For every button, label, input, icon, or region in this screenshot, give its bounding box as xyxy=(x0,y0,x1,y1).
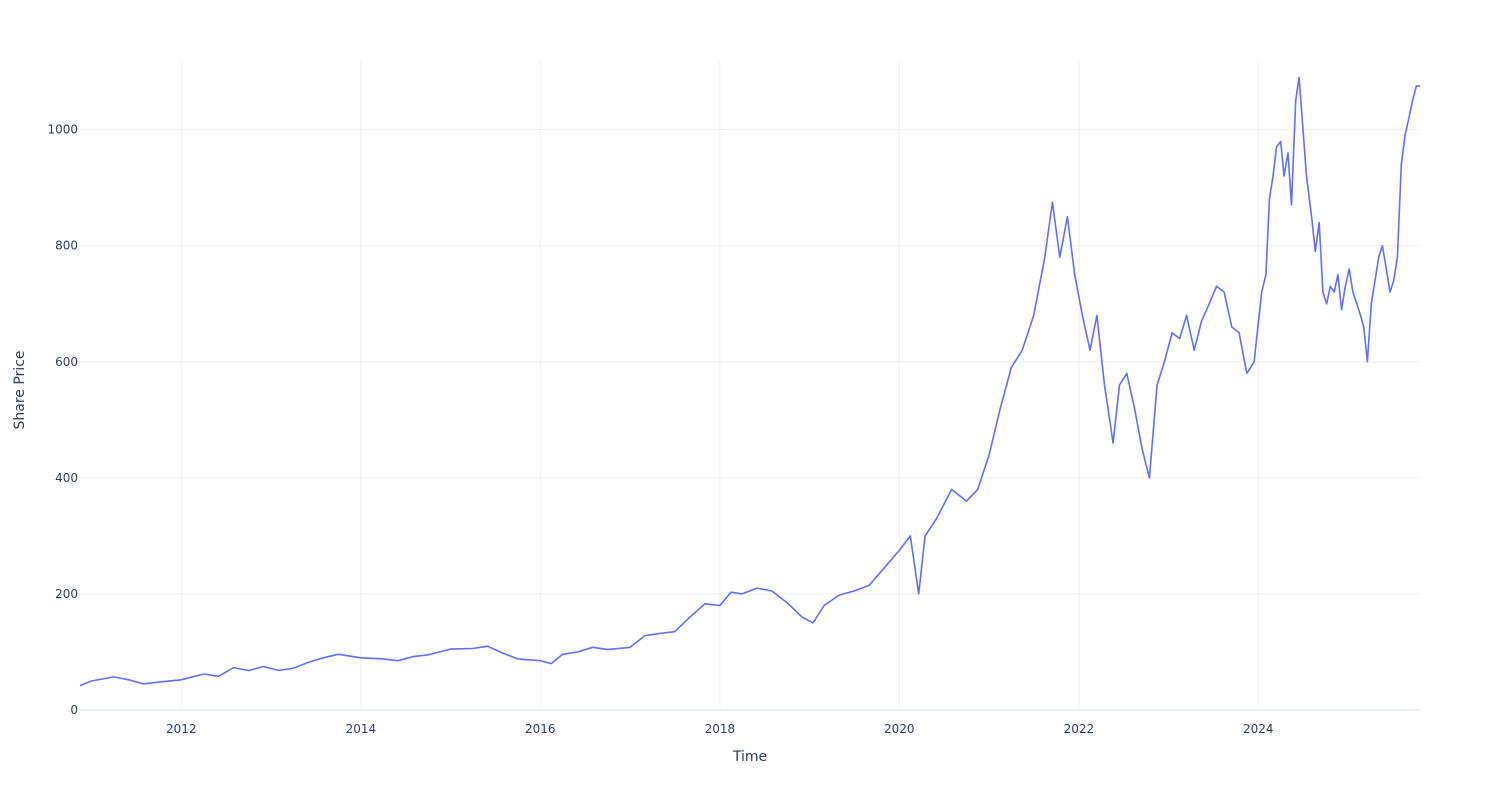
y-tick-label: 800 xyxy=(55,239,78,253)
y-tick-label: 600 xyxy=(55,355,78,369)
y-gridlines xyxy=(80,129,1420,711)
y-tick-label: 400 xyxy=(55,471,78,485)
series-layer xyxy=(79,76,1420,687)
x-tick-label: 2018 xyxy=(705,722,736,736)
x-axis-title: Time xyxy=(732,749,767,765)
x-tick-label: 2020 xyxy=(884,722,915,736)
y-tick-label: 200 xyxy=(55,587,78,601)
x-tick-label: 2014 xyxy=(346,722,377,736)
x-tick-label: 2012 xyxy=(166,722,197,736)
x-tick-label: 2022 xyxy=(1064,722,1095,736)
y-tick-label: 0 xyxy=(70,703,78,717)
y-axis-title: Share Price xyxy=(12,350,28,429)
y-tick-labels: 0 200 400 600 800 1000 xyxy=(47,123,78,717)
x-tick-label: 2016 xyxy=(525,722,556,736)
y-tick-label: 1000 xyxy=(47,123,78,137)
x-gridlines xyxy=(180,60,1259,710)
x-tick-labels: 2012 2014 2016 2018 2020 2022 2024 xyxy=(166,722,1274,736)
x-tick-label: 2024 xyxy=(1243,722,1274,736)
share-price-line xyxy=(79,76,1420,687)
